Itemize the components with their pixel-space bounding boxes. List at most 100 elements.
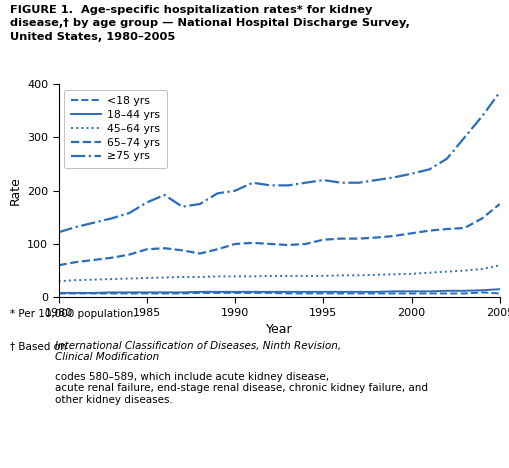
Text: FIGURE 1.  Age-specific hospitalization rates* for kidney
disease,† by age group: FIGURE 1. Age-specific hospitalization r…	[10, 5, 409, 42]
<18 yrs	[461, 291, 467, 296]
<18 yrs	[337, 291, 344, 296]
≥75 yrs	[408, 171, 414, 176]
≥75 yrs	[232, 188, 238, 193]
Text: codes 580–589, which include acute kidney disease,
acute renal failure, end-stag: codes 580–589, which include acute kidne…	[55, 372, 428, 405]
65–74 yrs	[214, 247, 220, 252]
<18 yrs	[55, 291, 62, 296]
65–74 yrs	[108, 255, 115, 261]
<18 yrs	[267, 290, 273, 296]
Text: † Based on: † Based on	[10, 341, 70, 351]
65–74 yrs	[126, 252, 132, 257]
<18 yrs	[91, 291, 97, 296]
65–74 yrs	[426, 228, 432, 234]
65–74 yrs	[179, 248, 185, 253]
≥75 yrs	[267, 183, 273, 188]
45–64 yrs	[144, 275, 150, 281]
45–64 yrs	[91, 277, 97, 282]
<18 yrs	[249, 290, 256, 296]
45–64 yrs	[267, 273, 273, 278]
<18 yrs	[443, 291, 449, 296]
<18 yrs	[126, 291, 132, 296]
18–44 yrs	[144, 290, 150, 295]
65–74 yrs	[73, 259, 79, 265]
Text: * Per 10,000 population.: * Per 10,000 population.	[10, 309, 136, 319]
18–44 yrs	[126, 290, 132, 295]
18–44 yrs	[408, 288, 414, 294]
≥75 yrs	[179, 204, 185, 210]
Line: 18–44 yrs: 18–44 yrs	[59, 289, 499, 293]
45–64 yrs	[320, 273, 326, 278]
≥75 yrs	[91, 220, 97, 226]
65–74 yrs	[91, 257, 97, 263]
18–44 yrs	[73, 290, 79, 296]
<18 yrs	[302, 291, 308, 296]
≥75 yrs	[73, 224, 79, 230]
≥75 yrs	[108, 216, 115, 221]
65–74 yrs	[249, 240, 256, 246]
≥75 yrs	[373, 177, 379, 183]
18–44 yrs	[302, 289, 308, 295]
45–64 yrs	[496, 263, 502, 268]
<18 yrs	[390, 291, 396, 296]
65–74 yrs	[55, 263, 62, 268]
65–74 yrs	[196, 251, 203, 256]
45–64 yrs	[408, 271, 414, 277]
45–64 yrs	[73, 278, 79, 283]
45–64 yrs	[214, 274, 220, 279]
18–44 yrs	[355, 289, 361, 295]
≥75 yrs	[355, 180, 361, 185]
45–64 yrs	[355, 272, 361, 278]
45–64 yrs	[443, 269, 449, 274]
18–44 yrs	[196, 289, 203, 295]
<18 yrs	[355, 291, 361, 296]
<18 yrs	[108, 291, 115, 296]
≥75 yrs	[285, 183, 291, 188]
<18 yrs	[179, 291, 185, 296]
45–64 yrs	[55, 278, 62, 284]
45–64 yrs	[232, 274, 238, 279]
Line: 45–64 yrs: 45–64 yrs	[59, 265, 499, 281]
18–44 yrs	[373, 289, 379, 295]
<18 yrs	[196, 290, 203, 296]
<18 yrs	[144, 291, 150, 296]
18–44 yrs	[267, 289, 273, 295]
<18 yrs	[214, 290, 220, 296]
45–64 yrs	[285, 273, 291, 278]
65–74 yrs	[355, 236, 361, 241]
18–44 yrs	[443, 288, 449, 293]
≥75 yrs	[337, 180, 344, 185]
45–64 yrs	[337, 272, 344, 278]
45–64 yrs	[302, 273, 308, 278]
65–74 yrs	[232, 241, 238, 247]
18–44 yrs	[249, 289, 256, 295]
≥75 yrs	[249, 180, 256, 185]
≥75 yrs	[214, 190, 220, 196]
45–64 yrs	[179, 274, 185, 280]
18–44 yrs	[390, 288, 396, 294]
≥75 yrs	[426, 167, 432, 172]
<18 yrs	[478, 290, 484, 295]
<18 yrs	[285, 291, 291, 296]
65–74 yrs	[408, 230, 414, 236]
Text: International Classification of Diseases, Ninth Revision,
Clinical Modification: International Classification of Diseases…	[55, 341, 341, 362]
45–64 yrs	[126, 276, 132, 281]
<18 yrs	[496, 291, 502, 296]
≥75 yrs	[478, 113, 484, 119]
<18 yrs	[161, 291, 167, 296]
65–74 yrs	[144, 247, 150, 252]
<18 yrs	[373, 291, 379, 296]
65–74 yrs	[337, 236, 344, 241]
X-axis label: Year: Year	[265, 323, 292, 336]
Y-axis label: Rate: Rate	[9, 176, 21, 205]
18–44 yrs	[285, 289, 291, 295]
18–44 yrs	[320, 289, 326, 295]
≥75 yrs	[496, 89, 502, 95]
<18 yrs	[426, 291, 432, 296]
65–74 yrs	[461, 225, 467, 231]
≥75 yrs	[196, 201, 203, 207]
≥75 yrs	[443, 156, 449, 161]
65–74 yrs	[373, 235, 379, 241]
18–44 yrs	[426, 288, 432, 294]
≥75 yrs	[390, 175, 396, 180]
Line: ≥75 yrs: ≥75 yrs	[59, 92, 499, 232]
